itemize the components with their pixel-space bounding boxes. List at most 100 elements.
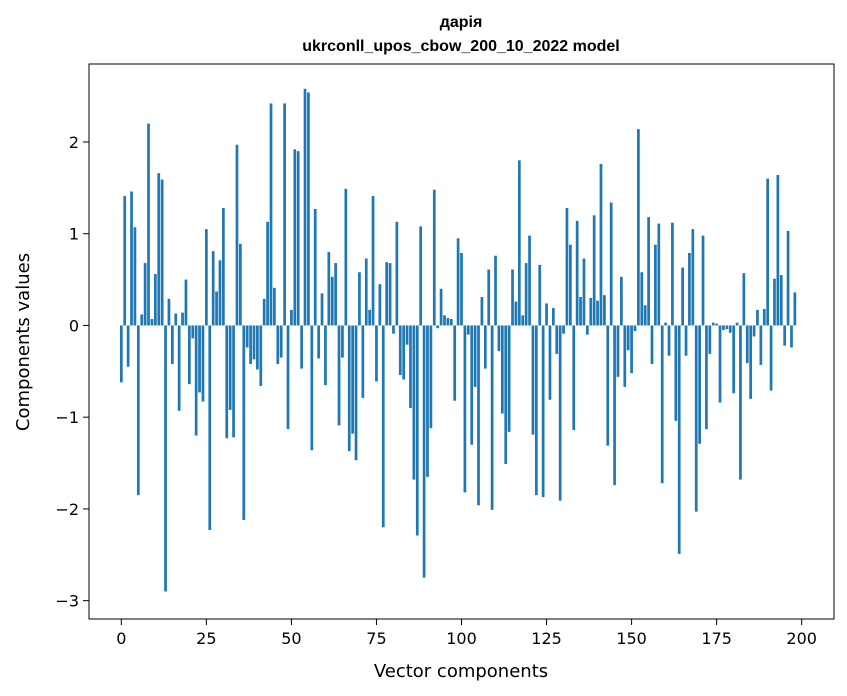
bar-29 — [218, 260, 222, 326]
chart-subtitle: ukrconll_upos_cbow_200_10_2022 model — [302, 38, 619, 55]
x-tick-label-4: 100 — [446, 629, 477, 648]
bar-37 — [245, 325, 249, 348]
bar-57 — [313, 208, 317, 326]
bar-135 — [579, 297, 582, 326]
bar-4 — [133, 227, 137, 326]
bar-55 — [307, 92, 310, 326]
bar-52 — [296, 151, 300, 326]
bar-12 — [160, 179, 164, 326]
bar-175 — [715, 323, 718, 326]
bar-103 — [470, 325, 474, 445]
bar-75 — [375, 325, 378, 382]
x-tick-label-0: 0 — [116, 629, 126, 648]
x-axis-label: Vector components — [374, 661, 548, 682]
bar-86 — [412, 325, 416, 480]
bar-54 — [303, 88, 307, 326]
bar-113 — [504, 325, 508, 464]
bar-139 — [592, 215, 596, 326]
bar-145 — [613, 325, 616, 486]
x-tick-label-3: 75 — [366, 629, 386, 648]
bar-2 — [126, 325, 130, 367]
bar-119 — [524, 263, 528, 326]
bar-5 — [136, 325, 140, 496]
y-axis: −3 −2 −1 0 1 2 — [55, 133, 89, 611]
bar-70 — [358, 272, 361, 326]
bar-194 — [779, 274, 783, 326]
bar-149 — [626, 325, 630, 351]
bar-19 — [184, 279, 188, 326]
bar-20 — [187, 325, 191, 385]
bar-35 — [239, 243, 242, 326]
bar-67 — [347, 325, 351, 452]
bar-90 — [426, 325, 429, 477]
bar-159 — [660, 325, 664, 484]
bar-130 — [562, 325, 565, 334]
chart-title: дарія — [440, 14, 483, 31]
bar-165 — [681, 267, 684, 326]
bar-163 — [674, 325, 678, 421]
bar-178 — [725, 325, 729, 330]
y-tick-label-4: 1 — [69, 225, 79, 244]
bar-183 — [742, 273, 746, 326]
bar-192 — [773, 278, 776, 326]
bar-187 — [756, 309, 759, 326]
bar-115 — [511, 269, 514, 326]
bar-32 — [228, 325, 232, 410]
bar-181 — [735, 322, 739, 326]
bar-62 — [330, 276, 334, 326]
bar-133 — [572, 325, 576, 431]
bar-132 — [569, 244, 572, 326]
bar-40 — [256, 325, 259, 370]
bar-30 — [222, 208, 225, 326]
bar-93 — [436, 325, 440, 329]
bar-42 — [262, 298, 266, 326]
bar-83 — [402, 325, 406, 380]
bar-31 — [225, 325, 229, 439]
bar-174 — [711, 322, 715, 326]
bar-105 — [477, 325, 480, 506]
x-tick-label-2: 50 — [281, 629, 301, 648]
bar-81 — [395, 221, 399, 326]
x-tick-label-5: 125 — [531, 629, 562, 648]
bar-15 — [170, 325, 174, 364]
bar-53 — [300, 325, 303, 369]
bar-78 — [385, 262, 389, 326]
bar-144 — [609, 202, 613, 326]
bar-118 — [521, 315, 525, 326]
bar-136 — [582, 258, 586, 326]
bar-66 — [344, 188, 348, 326]
bar-44 — [269, 103, 273, 326]
y-tick-label-0: −3 — [55, 592, 79, 611]
bar-191 — [769, 325, 773, 391]
bar-188 — [759, 325, 763, 365]
bar-95 — [443, 315, 446, 326]
bar-68 — [351, 325, 354, 434]
bar-134 — [575, 220, 579, 326]
bar-43 — [266, 221, 269, 326]
bar-85 — [409, 325, 412, 409]
bar-27 — [211, 251, 215, 326]
bar-56 — [310, 325, 314, 451]
bar-131 — [565, 208, 569, 326]
bar-0 — [119, 325, 123, 383]
bar-84 — [405, 325, 409, 345]
bar-114 — [507, 325, 511, 432]
bar-18 — [181, 312, 184, 326]
bar-110 — [494, 255, 497, 326]
bar-99 — [456, 238, 460, 326]
bar-155 — [647, 217, 650, 326]
bar-124 — [541, 325, 545, 497]
bar-137 — [586, 325, 589, 335]
bar-41 — [259, 325, 263, 386]
bar-96 — [446, 318, 450, 326]
bar-107 — [483, 325, 487, 369]
y-tick-label-3: 0 — [69, 316, 79, 335]
bar-26 — [208, 325, 212, 531]
bar-116 — [514, 301, 518, 326]
bar-7 — [143, 263, 147, 326]
bar-146 — [616, 325, 620, 377]
bar-74 — [371, 196, 375, 326]
bar-25 — [205, 229, 208, 326]
bar-151 — [633, 325, 637, 331]
